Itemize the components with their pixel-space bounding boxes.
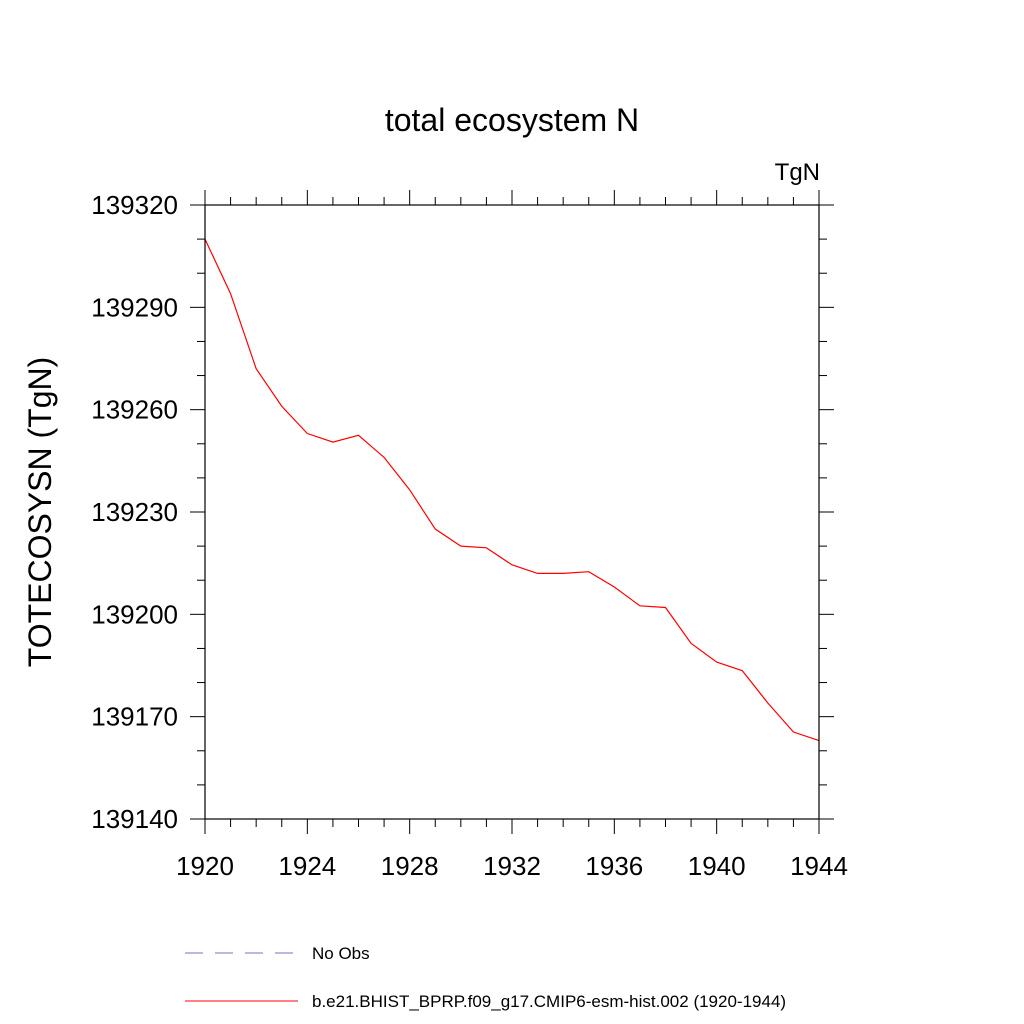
series-layer <box>204 238 820 742</box>
legend-label: b.e21.BHIST_BPRP.f09_g17.CMIP6-esm-hist.… <box>312 992 786 1011</box>
y-tick-label: 139320 <box>91 190 178 220</box>
y-tick-label: 139200 <box>91 599 178 629</box>
x-tick-label: 1932 <box>483 851 541 881</box>
x-tick-label: 1928 <box>381 851 439 881</box>
x-tick-label: 1940 <box>688 851 746 881</box>
y-tick-label: 139230 <box>91 497 178 527</box>
units-label: TgN <box>775 159 820 186</box>
plot-frame <box>204 204 820 820</box>
x-tick-label: 1944 <box>790 851 848 881</box>
y-tick-label: 139290 <box>91 292 178 322</box>
y-axis-label: TOTECOSYSN (TgN) <box>22 357 58 668</box>
x-tick-label: 1936 <box>585 851 643 881</box>
series-line <box>204 238 820 742</box>
axis-ticks: 1920 1924 1928 1932 1936 1940 1944 139140 139170… <box>91 190 848 881</box>
y-tick-label: 139140 <box>91 804 178 834</box>
x-tick-label: 1920 <box>176 851 234 881</box>
y-tick-label: 139260 <box>91 395 178 425</box>
legend-label: No Obs <box>312 944 370 963</box>
chart-title: total ecosystem N <box>385 102 639 138</box>
legend: No Obs b.e21.BHIST_BPRP.f09_g17.CMIP6-esm… <box>185 944 786 1011</box>
y-tick-label: 139170 <box>91 702 178 732</box>
x-tick-label: 1924 <box>278 851 336 881</box>
